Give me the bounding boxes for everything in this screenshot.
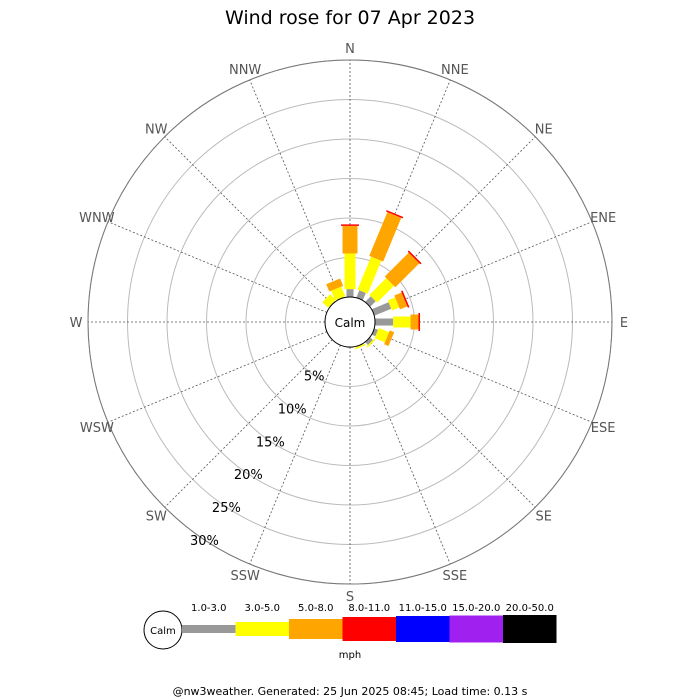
spoke-line [107, 331, 328, 423]
direction-label-se: SE [536, 510, 552, 525]
direction-label-nne: NNE [441, 63, 469, 78]
wind-bar-ENE-bin-2 [387, 297, 400, 311]
wind-bars [322, 210, 422, 350]
direction-label-e: E [620, 316, 628, 331]
direction-label-ssw: SSW [230, 569, 260, 584]
direction-label-wnw: WNW [79, 211, 115, 226]
spoke-line [359, 344, 451, 565]
legend-bin-label: 1.0-3.0 [191, 603, 226, 614]
grid-ring [245, 217, 455, 427]
wind-bar-ESE-bin-3 [384, 330, 395, 347]
spoke-line [249, 79, 341, 300]
legend-swatch-5 [396, 616, 450, 642]
direction-label-nw: NW [145, 122, 168, 137]
wind-bar-ESE-bin-2 [374, 327, 390, 343]
legend-bin-label: 5.0-8.0 [298, 603, 333, 614]
direction-label-sse: SSE [442, 569, 467, 584]
polar-grid [87, 59, 613, 585]
wind-bar-NE-bin-3 [384, 252, 420, 288]
ring-labels: 5% 10% 15% 20% 25% 30% [190, 370, 324, 549]
ring-label: 25% [212, 501, 241, 516]
spoke-line [359, 79, 451, 300]
wind-bar-NNE-bin-2 [357, 256, 382, 294]
wind-bar-NNW-bin-3 [326, 278, 344, 292]
spoke-line [367, 339, 536, 508]
speed-legend: Calm 1.0-3.0 3.0-5.0 5.0-8.0 8.0-11.0 11.0-15… [143, 603, 557, 661]
legend-swatch-6 [449, 615, 503, 643]
direction-label-nnw: NNW [229, 63, 261, 78]
wind-bar-SE-bin-1 [365, 337, 373, 345]
footer-text: @nw3weather. Generated: 25 Jun 2025 08:4… [173, 685, 528, 698]
grid-ring [206, 178, 494, 466]
wind-bar-NE-bin-2 [369, 278, 394, 303]
wind-bar-ESE-bin-1 [371, 328, 379, 337]
legend-bin-label: 20.0-50.0 [506, 603, 554, 614]
direction-label-sw: SW [146, 510, 167, 525]
legend-unit-label: mph [339, 650, 361, 661]
direction-label-ene: ENE [590, 211, 616, 226]
wind-bar-NNE-bin-4 [386, 210, 404, 219]
wind-bar-ENE-bin-1 [371, 302, 392, 316]
ring-label: 10% [278, 402, 307, 417]
ring-label: 30% [190, 534, 219, 549]
ring-label: 15% [256, 435, 285, 450]
legend-calm-label: Calm [150, 626, 176, 637]
calm-circle [324, 296, 376, 348]
calm-label: Calm [335, 316, 366, 330]
spoke-line [164, 136, 333, 305]
direction-label-ese: ESE [591, 421, 616, 436]
wind-bar-NNW-bin-2 [331, 286, 346, 301]
chart-title: Wind rose for 07 Apr 2023 [225, 7, 475, 29]
spoke-line [372, 221, 593, 313]
wind-bar-SSE-bin-2 [354, 343, 366, 350]
wind-bar-NW-bin-2 [322, 294, 336, 308]
calm-center: Calm [324, 296, 376, 348]
legend-bin-label: 3.0-5.0 [245, 603, 280, 614]
ring-label: 5% [304, 370, 325, 385]
wind-bar-NNE-bin-3 [369, 212, 402, 262]
direction-label-w: W [70, 316, 83, 331]
legend-swatch-4 [342, 617, 396, 641]
direction-label-s: S [346, 590, 354, 605]
legend-bin-label: 11.0-15.0 [399, 603, 447, 614]
legend-swatch-3 [289, 619, 343, 639]
direction-label-ne: NE [535, 122, 553, 137]
spoke-line [372, 331, 593, 423]
spoke-line [249, 344, 341, 565]
ring-label: 20% [234, 468, 263, 483]
direction-labels: N NNE NE ENE E ESE SE SSE S SSW SW WSW W WNW NW NNW [70, 42, 629, 605]
legend-bin-label: 8.0-11.0 [348, 603, 390, 614]
wind-bar-NE-bin-4 [407, 250, 422, 265]
wind-bar-NNE-bin-1 [356, 290, 366, 301]
direction-label-n: N [345, 42, 355, 57]
wind-bar-NE-bin-1 [365, 296, 376, 307]
wind-bar-SE-bin-2 [366, 338, 376, 348]
legend-bin-label: 15.0-20.0 [452, 603, 500, 614]
legend-swatch-1 [182, 625, 236, 633]
legend-swatch-2 [235, 622, 289, 636]
spoke-line [164, 339, 333, 508]
wind-bar-ENE-bin-3 [394, 292, 408, 310]
direction-label-wsw: WSW [80, 421, 114, 436]
legend-swatch-7 [503, 615, 557, 643]
spoke-line [367, 136, 536, 305]
spoke-line [107, 221, 328, 313]
wind-bar-ENE-bin-4 [401, 290, 410, 308]
